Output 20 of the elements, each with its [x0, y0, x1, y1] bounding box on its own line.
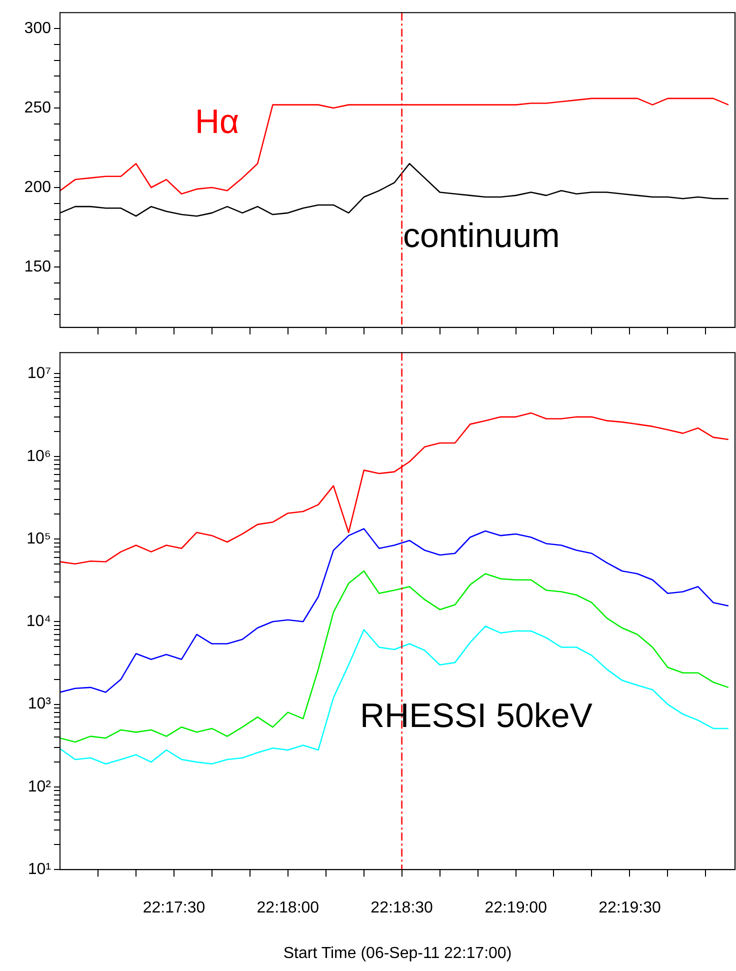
series-label: Hα: [195, 103, 240, 141]
x-tick-label: 22:18:00: [256, 900, 320, 917]
y-tick-label: 250: [24, 99, 52, 116]
series-label: continuum: [403, 217, 560, 255]
y-tick-label: 10⁶: [26, 448, 51, 465]
series-label: RHESSI 50keV: [360, 697, 593, 735]
y-tick-label: 10³: [28, 696, 52, 713]
y-tick-label: 10⁵: [26, 530, 51, 548]
x-axis-title: Start Time (06-Sep-11 22:17:00): [283, 944, 512, 962]
y-tick-label: 200: [24, 178, 52, 196]
y-tick-label: 10⁷: [27, 365, 52, 382]
y-tick-label: 300: [24, 20, 52, 37]
x-tick-label: 22:17:30: [142, 900, 206, 917]
x-tick-label: 22:18:30: [370, 900, 434, 917]
x-tick-label: 22:19:30: [598, 900, 661, 917]
y-tick-label: 10²: [28, 778, 52, 796]
y-tick-label: 10⁴: [26, 613, 52, 630]
x-tick-label: 22:19:00: [484, 900, 548, 917]
y-tick-label: 150: [24, 258, 52, 276]
y-tick-label: 10¹: [28, 861, 51, 878]
